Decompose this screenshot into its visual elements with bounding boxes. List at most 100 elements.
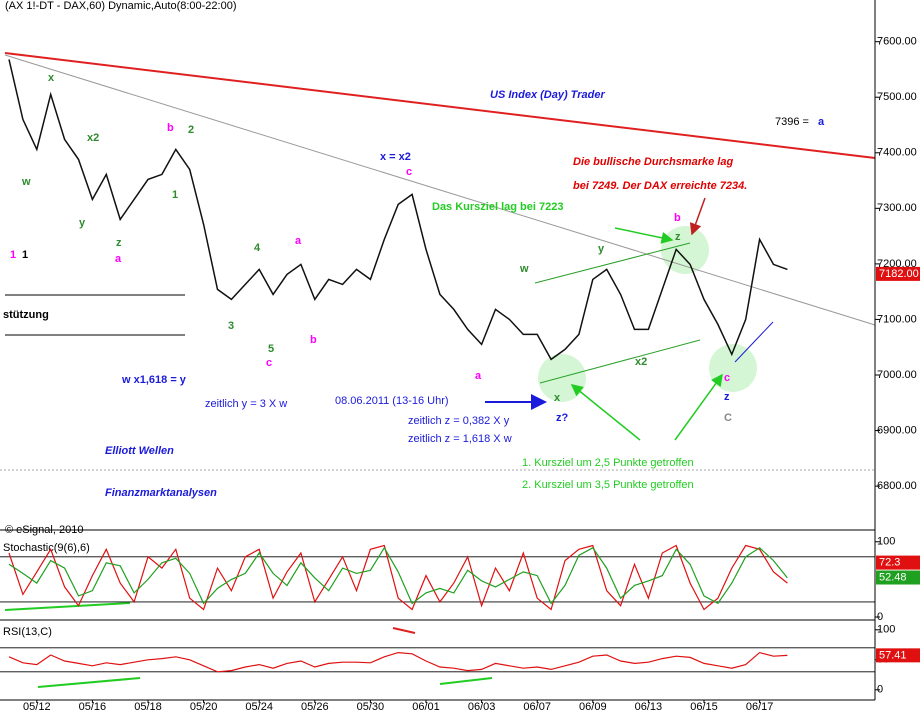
- annotation: 1: [10, 249, 16, 261]
- y-tick-label: 7200.00: [877, 258, 917, 270]
- y-tick-label: 0: [877, 684, 883, 696]
- current-value-box: [876, 648, 920, 663]
- x-tick-label: 05/20: [190, 701, 218, 713]
- annotation: US Index (Day) Trader: [490, 89, 605, 101]
- annotation: a: [295, 235, 302, 247]
- annotation: a: [818, 116, 825, 128]
- current-value-label: 52.48: [879, 571, 907, 583]
- annotation: z: [116, 237, 122, 249]
- channel-line: [734, 321, 774, 363]
- x-tick-label: 06/09: [579, 701, 607, 713]
- x-tick-label: 06/13: [635, 701, 663, 713]
- arrow: [689, 197, 706, 236]
- decorations: [0, 0, 876, 701]
- y-tick-label: 6900.00: [877, 424, 917, 436]
- annotation: 3: [228, 320, 234, 332]
- x-tick-label: 05/26: [301, 701, 329, 713]
- annotation: c: [266, 357, 272, 369]
- annotation: zeitlich y = 3 X w: [205, 398, 287, 410]
- annotation: Finanzmarktanalysen: [105, 487, 217, 499]
- y-tick-label: 6800.00: [877, 480, 917, 492]
- annotation: a: [475, 370, 482, 382]
- annotation: x: [554, 392, 561, 404]
- highlight-circle: [661, 226, 709, 274]
- annotation: x = x2: [380, 151, 411, 163]
- y-tick-label: 100: [877, 536, 895, 548]
- annotation: w x1,618 = y: [121, 374, 187, 386]
- x-tick-label: 05/24: [245, 701, 273, 713]
- annotation: Das Kursziel lag bei 7223: [432, 201, 563, 213]
- annotation: Elliott Wellen: [105, 445, 174, 457]
- trend-line: [4, 54, 876, 326]
- annotation: 1: [22, 249, 28, 261]
- series-line: [8, 651, 788, 673]
- current-value-label: 72.3: [879, 557, 900, 569]
- arrow: [614, 227, 674, 244]
- copyright: © eSignal, 2010: [5, 524, 83, 536]
- highlight-circle: [538, 354, 586, 402]
- x-tick-label: 05/12: [23, 701, 51, 713]
- arrow: [570, 384, 641, 441]
- annotation: 2. Kursziel um 3,5 Punkte getroffen: [522, 479, 694, 491]
- divergence-line: [439, 677, 493, 685]
- x-tick-label: 05/18: [134, 701, 162, 713]
- series-line: [8, 546, 788, 605]
- annotation: y: [79, 217, 86, 229]
- annotation: stützung: [3, 309, 49, 321]
- x-tick-label: 05/16: [79, 701, 107, 713]
- x-tick-label: 05/30: [357, 701, 385, 713]
- channel-line: [539, 339, 701, 384]
- annotation: 1: [172, 189, 178, 201]
- last-price-box: [876, 266, 920, 281]
- annotation: b: [674, 212, 681, 224]
- y-tick-label: 7000.00: [877, 369, 917, 381]
- last-price-label: 7182.00: [879, 268, 919, 280]
- annotation: c: [406, 166, 412, 178]
- current-value-box: [876, 555, 920, 570]
- divergence-line: [392, 627, 416, 634]
- chart-header: (AX 1!-DT - DAX,60) Dynamic,Auto(8:00-22…: [5, 0, 237, 12]
- y-tick-label: 7600.00: [877, 36, 917, 48]
- annotation: 1. Kursziel um 2,5 Punkte getroffen: [522, 457, 694, 469]
- annotation: z?: [556, 412, 569, 424]
- arrow: [674, 373, 723, 441]
- y-tick-label: 100: [877, 624, 895, 636]
- trend-line: [4, 52, 876, 159]
- annotation: y: [598, 243, 605, 255]
- y-tick-label: 0: [877, 611, 883, 623]
- divergence-line: [37, 677, 141, 688]
- annotation: b: [167, 122, 174, 134]
- annotation: bei 7249. Der DAX erreichte 7234.: [573, 180, 747, 192]
- annotation: 5: [268, 343, 274, 355]
- annotation: x: [48, 72, 55, 84]
- y-tick-label: 7400.00: [877, 147, 917, 159]
- annotation: b: [310, 334, 317, 346]
- annotation: w: [519, 263, 529, 275]
- annotation: z: [675, 231, 681, 243]
- annotation: x2: [635, 356, 647, 368]
- annotation: z: [724, 391, 730, 403]
- annotation: 2: [188, 124, 194, 136]
- annotation: zeitlich z = 1,618 X w: [408, 433, 512, 445]
- annotation: a: [115, 253, 122, 265]
- panel-title: Stochastic(9(6),6): [3, 542, 90, 554]
- divergence-line: [4, 602, 131, 611]
- current-value-box: [876, 570, 920, 585]
- annotation: zeitlich z = 0,382 X y: [408, 415, 510, 427]
- annotation: 7396 =: [775, 116, 809, 128]
- x-tick-label: 06/07: [523, 701, 551, 713]
- annotation: 4: [254, 242, 261, 254]
- y-tick-label: 7100.00: [877, 313, 917, 325]
- series-line: [8, 59, 788, 361]
- series-line: [8, 544, 788, 611]
- annotation: x2: [87, 132, 99, 144]
- x-tick-label: 06/17: [746, 701, 774, 713]
- annotation: c: [724, 372, 730, 384]
- x-tick-label: 06/03: [468, 701, 496, 713]
- y-tick-label: 7300.00: [877, 202, 917, 214]
- current-value-label: 57.41: [879, 649, 907, 661]
- channel-line: [534, 242, 691, 284]
